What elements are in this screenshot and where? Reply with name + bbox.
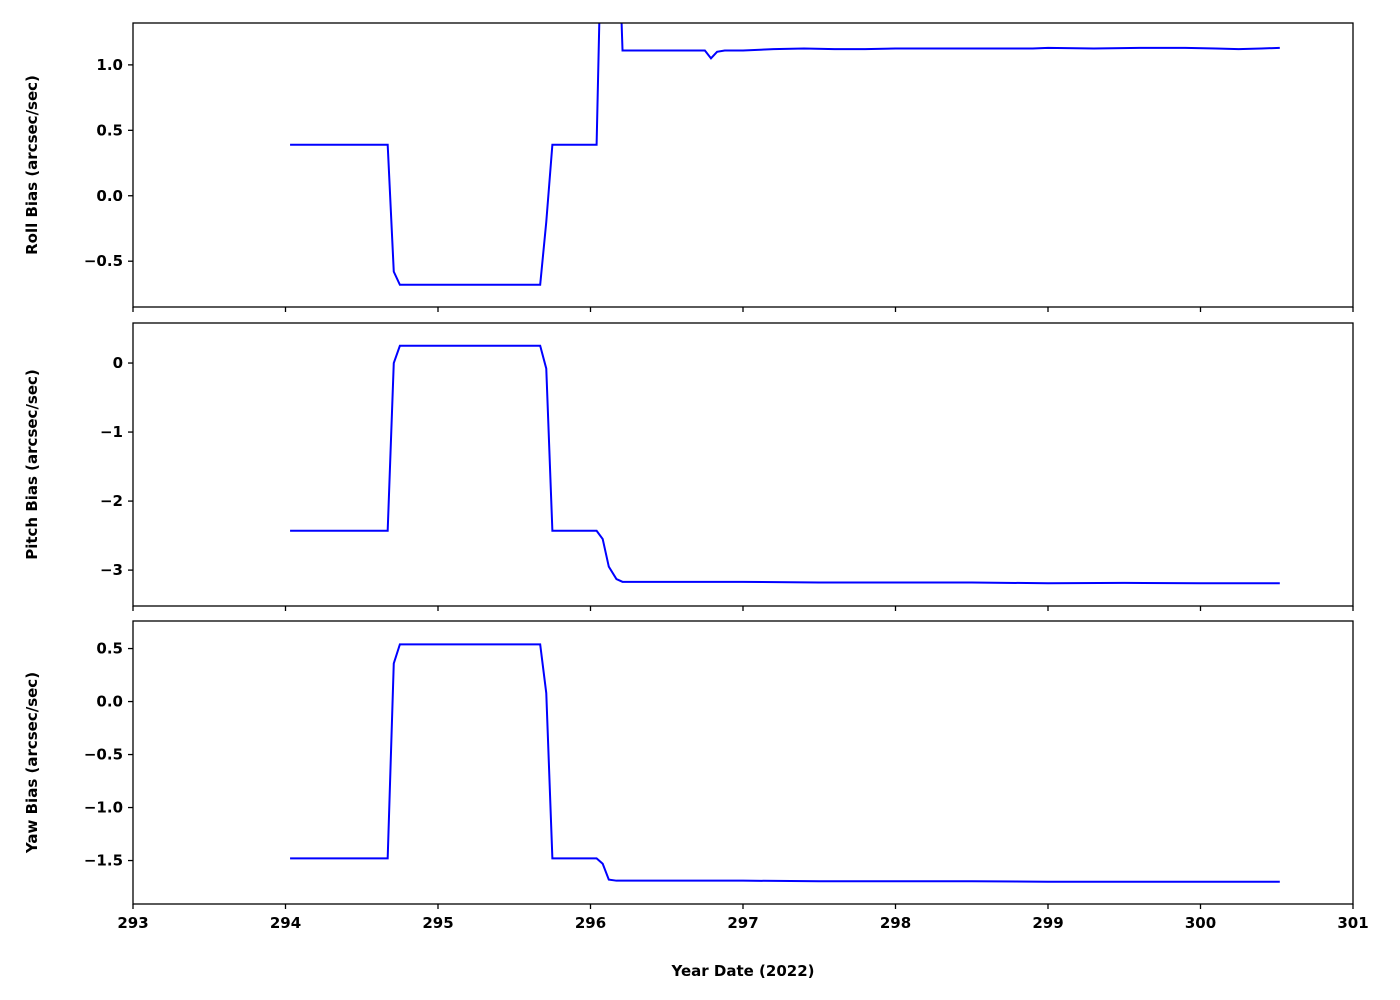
axes-frame [132, 322, 1354, 607]
data-line [290, 23, 1280, 286]
y-axis-label: Roll Bias (arcsec/sec) [23, 75, 41, 255]
y-tick-label: 0.0 [96, 693, 123, 711]
y-tick-label: −3 [100, 561, 123, 579]
y-axis-label: Pitch Bias (arcsec/sec) [23, 369, 41, 560]
y-tick-label: 1.0 [96, 56, 123, 74]
x-tick-label: 300 [1185, 914, 1216, 932]
x-tick-label: 293 [117, 914, 148, 932]
x-tick-label: 296 [575, 914, 606, 932]
axes-frame [132, 22, 1354, 308]
axes-frame [132, 620, 1354, 905]
x-tick-label: 298 [880, 914, 911, 932]
y-tick-label: −0.5 [84, 746, 123, 764]
x-tick-label: 294 [270, 914, 301, 932]
y-tick-label: 0 [113, 354, 123, 372]
y-tick-label: −1 [100, 423, 123, 441]
x-tick-label: 297 [727, 914, 758, 932]
y-tick-label: 0.5 [96, 640, 123, 658]
x-tick-label: 299 [1032, 914, 1063, 932]
y-tick-label: 0.5 [96, 121, 123, 139]
y-axis-label: Yaw Bias (arcsec/sec) [23, 672, 41, 854]
data-line [290, 643, 1280, 883]
y-tick-label: −2 [100, 492, 123, 510]
data-line [290, 344, 1280, 585]
y-tick-label: −1.0 [84, 799, 123, 817]
y-tick-label: −1.5 [84, 852, 123, 870]
x-tick-label: 295 [422, 914, 453, 932]
y-tick-label: −0.5 [84, 252, 123, 270]
y-tick-label: 0.0 [96, 187, 123, 205]
x-tick-label: 301 [1337, 914, 1368, 932]
x-axis-label: Year Date (2022) [671, 962, 815, 980]
